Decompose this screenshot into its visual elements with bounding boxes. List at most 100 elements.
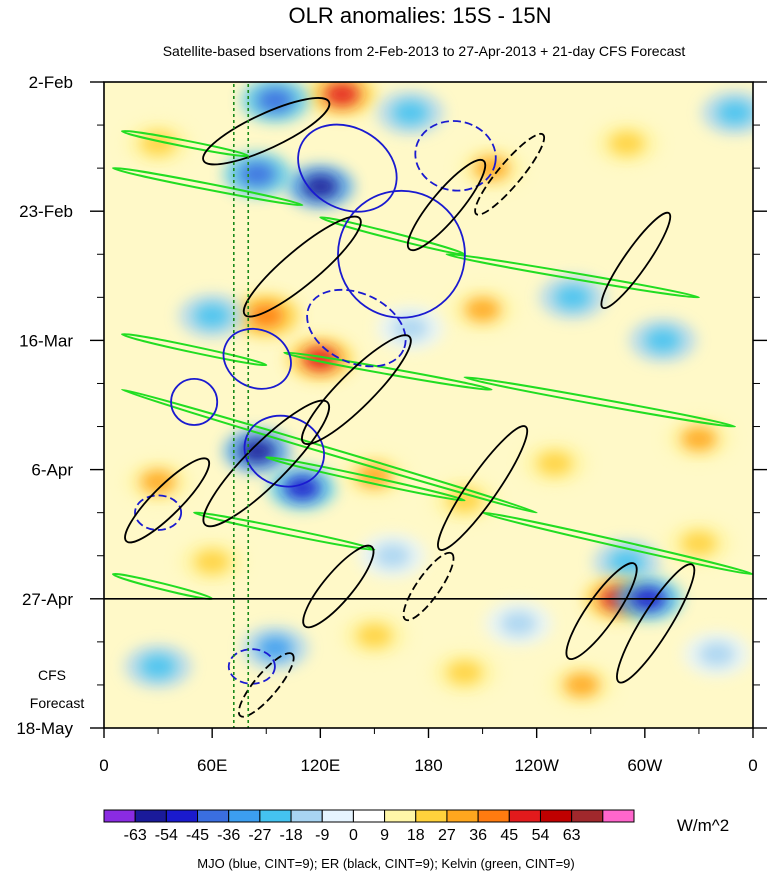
reference-longitude-lines: [233, 84, 250, 728]
x-tick-label: 60W: [627, 756, 662, 775]
anomaly-blob: [257, 636, 294, 661]
anomaly-blob: [500, 611, 537, 636]
anomaly-blob: [302, 346, 339, 371]
kelvin-contour: [265, 456, 466, 502]
x-tick-label: 120W: [514, 756, 558, 775]
anomaly-blob: [680, 531, 717, 556]
er-contour: [474, 132, 546, 216]
mjo-contour: [243, 414, 325, 488]
mjo-contour: [297, 123, 398, 213]
anomaly-blob: [140, 654, 177, 679]
colorbar-label: 9: [380, 827, 389, 844]
kelvin-contour: [463, 376, 736, 428]
forecast-label-forecast: Forecast: [30, 695, 85, 711]
mjo-contour: [306, 288, 407, 368]
colorbar-label: -9: [315, 827, 329, 844]
y-tick-label: 6-Apr: [31, 461, 73, 480]
kelvin-contour: [121, 332, 268, 367]
anomaly-blob: [536, 451, 573, 476]
forecast-label-cfs: CFS: [38, 667, 66, 683]
anomaly-blob: [608, 131, 645, 156]
colorbar-swatch: [290, 809, 323, 823]
colorbar-swatch: [571, 809, 604, 823]
mjo-contour: [222, 328, 292, 390]
colorbar-swatch: [197, 809, 230, 823]
colorbar-label: 45: [500, 827, 518, 844]
er-contour: [402, 551, 455, 622]
colorbar-swatch: [446, 809, 479, 823]
colorbar-swatch: [352, 809, 386, 823]
mjo-contour: [170, 377, 219, 426]
footer-legend: MJO (blue, CINT=9); ER (black, CINT=9); …: [197, 856, 574, 871]
colorbar-swatch: [228, 809, 261, 823]
colorbar-label: -27: [248, 827, 271, 844]
colorbar-label: -36: [217, 827, 240, 844]
colorbar: -63 -54 -45 -36 -27 -18 -9 0 9 18 27 36 45 54 63: [103, 809, 635, 844]
x-tick-label: 180: [414, 756, 442, 775]
anomaly-blob: [446, 660, 483, 685]
anomaly-blob: [248, 303, 285, 328]
colorbar-label: 36: [469, 827, 487, 844]
anomaly-blob: [392, 100, 429, 125]
anomaly-blob: [239, 162, 276, 187]
anomaly-blob: [302, 174, 339, 199]
kelvin-contour: [112, 166, 304, 207]
anomaly-blob: [374, 543, 411, 568]
colorbar-swatch: [321, 809, 354, 823]
anomaly-blob: [257, 88, 294, 113]
x-tick-label: 0: [748, 756, 757, 775]
colorbar-swatch: [477, 809, 510, 823]
x-tick-label: 60E: [197, 756, 227, 775]
chart-subtitle: Satellite-based bservations from 2-Feb-2…: [163, 43, 686, 59]
er-contour: [124, 457, 211, 544]
x-tick-label: 120E: [300, 756, 340, 775]
anomaly-blob: [563, 672, 600, 697]
colorbar-label: 63: [563, 827, 581, 844]
er-contour: [600, 211, 672, 310]
mjo-er-contours: [124, 97, 696, 718]
anomaly-blob: [644, 328, 681, 353]
kelvin-contour: [121, 388, 538, 514]
plot-background: [104, 82, 753, 728]
y-tick-label: 18-May: [16, 719, 73, 738]
colorbar-swatch: [415, 809, 448, 823]
anomaly-blob: [194, 303, 231, 328]
colorbar-label: 0: [349, 827, 358, 844]
er-contour: [616, 563, 696, 684]
x-tick-label: 0: [99, 756, 108, 775]
colorbar-swatch: [508, 809, 541, 823]
anomaly-blob: [680, 426, 717, 451]
er-contour: [237, 652, 295, 718]
y-tick-label: 23-Feb: [19, 202, 73, 221]
colorbar-swatch: [539, 809, 573, 823]
anomaly-blob: [140, 469, 177, 494]
colorbar-swatch: [602, 809, 635, 823]
er-contour: [406, 158, 487, 252]
colorbar-label: -54: [155, 827, 178, 844]
colorbar-label: 54: [532, 827, 550, 844]
y-tick-label: 27-Apr: [22, 590, 73, 609]
er-contour: [242, 215, 362, 318]
y-axis: 2-Feb 23-Feb 16-Mar 6-Apr 27-Apr 18-May: [16, 73, 767, 738]
mjo-contour: [414, 120, 497, 192]
colorbar-swatch: [103, 809, 136, 823]
kelvin-contour: [193, 511, 376, 551]
colorbar-units: W/m^2: [677, 816, 729, 835]
er-contour: [202, 97, 331, 166]
anomaly-blob: [554, 285, 591, 310]
colorbar-label: -63: [124, 827, 147, 844]
anomaly-blob: [284, 476, 321, 501]
y-tick-label: 16-Mar: [19, 331, 73, 350]
anomaly-blob: [392, 316, 429, 341]
er-contour: [565, 562, 638, 660]
er-contour: [437, 425, 529, 551]
colorbar-swatch: [165, 809, 199, 823]
kelvin-contour: [283, 351, 493, 391]
colorbar-label: 27: [438, 827, 456, 844]
anomaly-blob: [716, 100, 753, 125]
kelvin-contour: [445, 253, 700, 299]
colorbar-label: 18: [407, 827, 425, 844]
anomaly-blob: [698, 642, 735, 667]
colorbar-label: -18: [279, 827, 302, 844]
